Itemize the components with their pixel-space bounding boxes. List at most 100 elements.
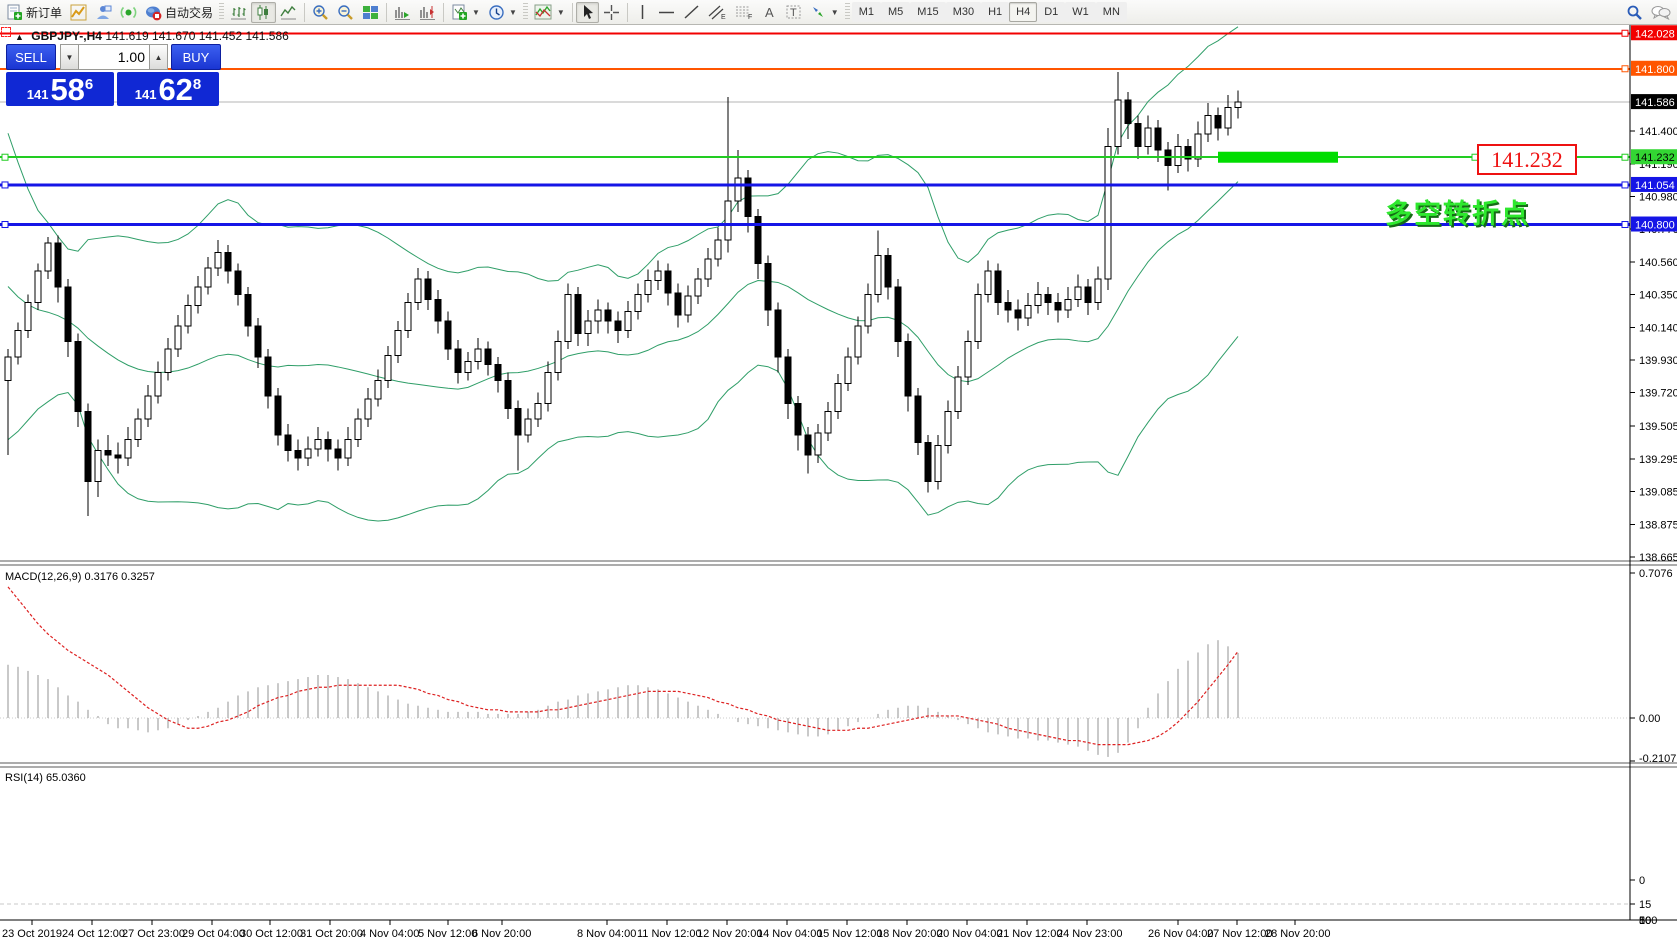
price-badge-label: 141.586 <box>1635 97 1675 109</box>
volume-input[interactable] <box>79 44 149 70</box>
trendline-icon <box>684 5 699 19</box>
period-presets-button[interactable]: ▼ <box>484 2 521 23</box>
turning-point-annotation[interactable]: 多空转折点 <box>1385 199 1530 229</box>
price-axis-label: 139.720 <box>1639 388 1677 400</box>
toolbar-drag-handle-3[interactable] <box>844 3 850 21</box>
macd-signal-line <box>7 586 1239 746</box>
price-axis-label: 138.875 <box>1639 519 1677 531</box>
buy-button[interactable]: BUY <box>171 44 221 70</box>
bollinger-upper <box>7 26 1239 282</box>
time-axis-label: 18 Nov 20:00 <box>877 928 942 940</box>
price-axis-label: 139.085 <box>1639 487 1677 499</box>
level-handle <box>1621 29 1629 37</box>
price-badge <box>1631 176 1677 192</box>
price-axis-label: 138.665 <box>1639 552 1677 564</box>
level-handle <box>1 153 9 161</box>
timeframe-h1-button[interactable]: H1 <box>981 2 1010 22</box>
price-axis-label: 140.350 <box>1639 290 1677 302</box>
auto-scroll-button[interactable] <box>390 2 415 23</box>
chart-shift-button[interactable] <box>415 2 440 23</box>
new-order-button[interactable]: 新订单 <box>2 2 66 23</box>
templates-button[interactable]: ▼ <box>447 2 484 23</box>
indicators-icon <box>534 4 552 19</box>
zoom-out-button[interactable] <box>333 2 358 23</box>
zoom-in-button[interactable] <box>308 2 333 23</box>
sell-button[interactable]: SELL <box>6 44 56 70</box>
time-axis-label: 26 Nov 04:00 <box>1148 928 1213 940</box>
price-badge-label: 141.232 <box>1635 152 1675 164</box>
text-button[interactable]: A <box>758 2 781 23</box>
text-label-button[interactable]: T <box>781 2 806 23</box>
signals-icon <box>120 6 137 18</box>
level-handle <box>1 181 9 189</box>
rsi-axis-label: 50 <box>1639 915 1651 927</box>
symbol-ohlc: 141.619 141.670 141.452 141.586 <box>105 29 289 43</box>
bar-chart-button[interactable] <box>226 2 251 23</box>
timeframe-m15-button[interactable]: M15 <box>910 2 946 22</box>
time-axis-label: 24 Nov 23:00 <box>1057 928 1122 940</box>
time-axis-label: 31 Oct 20:00 <box>300 928 363 940</box>
candlestick-chart-button[interactable] <box>251 1 277 23</box>
trendline-button[interactable] <box>679 2 704 23</box>
indicators-button[interactable]: ▼ <box>530 2 569 23</box>
toolbar-drag-handle-2[interactable] <box>522 3 528 21</box>
text-icon: A <box>765 5 774 20</box>
equidistant-channel-button[interactable]: E <box>704 2 731 23</box>
toolbar: 新订单 自动交易 <box>0 0 1677 25</box>
cursor-button[interactable] <box>575 1 599 23</box>
volume-up-button[interactable]: ▲ <box>149 44 168 70</box>
market-depth-button[interactable] <box>91 2 116 23</box>
period-presets-caret-icon: ▼ <box>508 7 517 17</box>
timeframe-d1-button[interactable]: D1 <box>1037 2 1066 22</box>
collapse-triangle-icon[interactable]: ▲ <box>15 32 24 42</box>
vertical-line-button[interactable] <box>631 2 654 23</box>
macd-axis-label: -0.2107 <box>1639 753 1676 765</box>
arrows-shapes-caret-icon: ▼ <box>830 7 839 17</box>
cursor-icon <box>583 5 593 19</box>
price-axis-label: 139.505 <box>1639 421 1677 433</box>
sell-price-display[interactable]: 141 58 6 <box>6 72 114 106</box>
horizontal-line-button[interactable] <box>654 2 679 23</box>
charts-icon <box>70 4 87 20</box>
macd-axis-label: 0.00 <box>1639 713 1660 725</box>
time-axis-label: 30 Oct 12:00 <box>240 928 303 940</box>
crosshair-button[interactable] <box>599 2 624 23</box>
tile-windows-button[interactable] <box>358 2 383 23</box>
price-level-annotation-box[interactable]: 141.232 <box>1477 144 1577 175</box>
chat-button[interactable] <box>1647 2 1675 23</box>
charts-button[interactable] <box>66 2 91 23</box>
text-label-icon: T <box>786 5 801 19</box>
arrows-shapes-button[interactable]: ▼ <box>806 2 843 23</box>
signals-button[interactable] <box>116 2 141 23</box>
indicators-caret-icon: ▼ <box>556 7 565 17</box>
one-click-trading-panel: SELL ▼ ▲ BUY 141 58 6 141 62 8 <box>6 44 222 106</box>
search-button[interactable] <box>1622 2 1647 23</box>
buy-price-display[interactable]: 141 62 8 <box>117 72 219 106</box>
line-chart-button[interactable] <box>276 2 301 23</box>
auto-trading-button[interactable]: 自动交易 <box>141 2 217 23</box>
price-badge <box>1631 25 1677 41</box>
timeframe-w1-button[interactable]: W1 <box>1065 2 1096 22</box>
auto-trading-icon <box>146 6 162 20</box>
time-axis-label: 15 Nov 12:00 <box>817 928 882 940</box>
volume-down-button[interactable]: ▼ <box>60 44 79 70</box>
time-axis-label: 12 Nov 20:00 <box>697 928 762 940</box>
timeframe-h4-button[interactable]: H4 <box>1009 2 1038 22</box>
price-axis-label: 140.140 <box>1639 322 1677 334</box>
new-order-label: 新订单 <box>26 5 63 20</box>
fibonacci-button[interactable]: F <box>731 2 758 23</box>
timeframe-m30-button[interactable]: M30 <box>945 2 982 22</box>
toolbar-drag-handle[interactable] <box>219 3 225 21</box>
timeframe-m5-button[interactable]: M5 <box>881 2 911 22</box>
horizontal-line-icon <box>658 11 674 13</box>
price-axis[interactable]: 141.400141.190140.980140.770140.560140.3… <box>1630 25 1677 927</box>
price-axis-label: 139.930 <box>1639 355 1677 367</box>
time-axis-label: 4 Nov 04:00 <box>360 928 419 940</box>
time-axis-label: 11 Nov 12:00 <box>637 928 702 940</box>
timeframe-mn-button[interactable]: MN <box>1095 2 1127 22</box>
price-axis-label: 140.980 <box>1639 191 1677 203</box>
level-handle <box>1621 65 1629 73</box>
timeframe-m1-button[interactable]: M1 <box>851 2 881 22</box>
